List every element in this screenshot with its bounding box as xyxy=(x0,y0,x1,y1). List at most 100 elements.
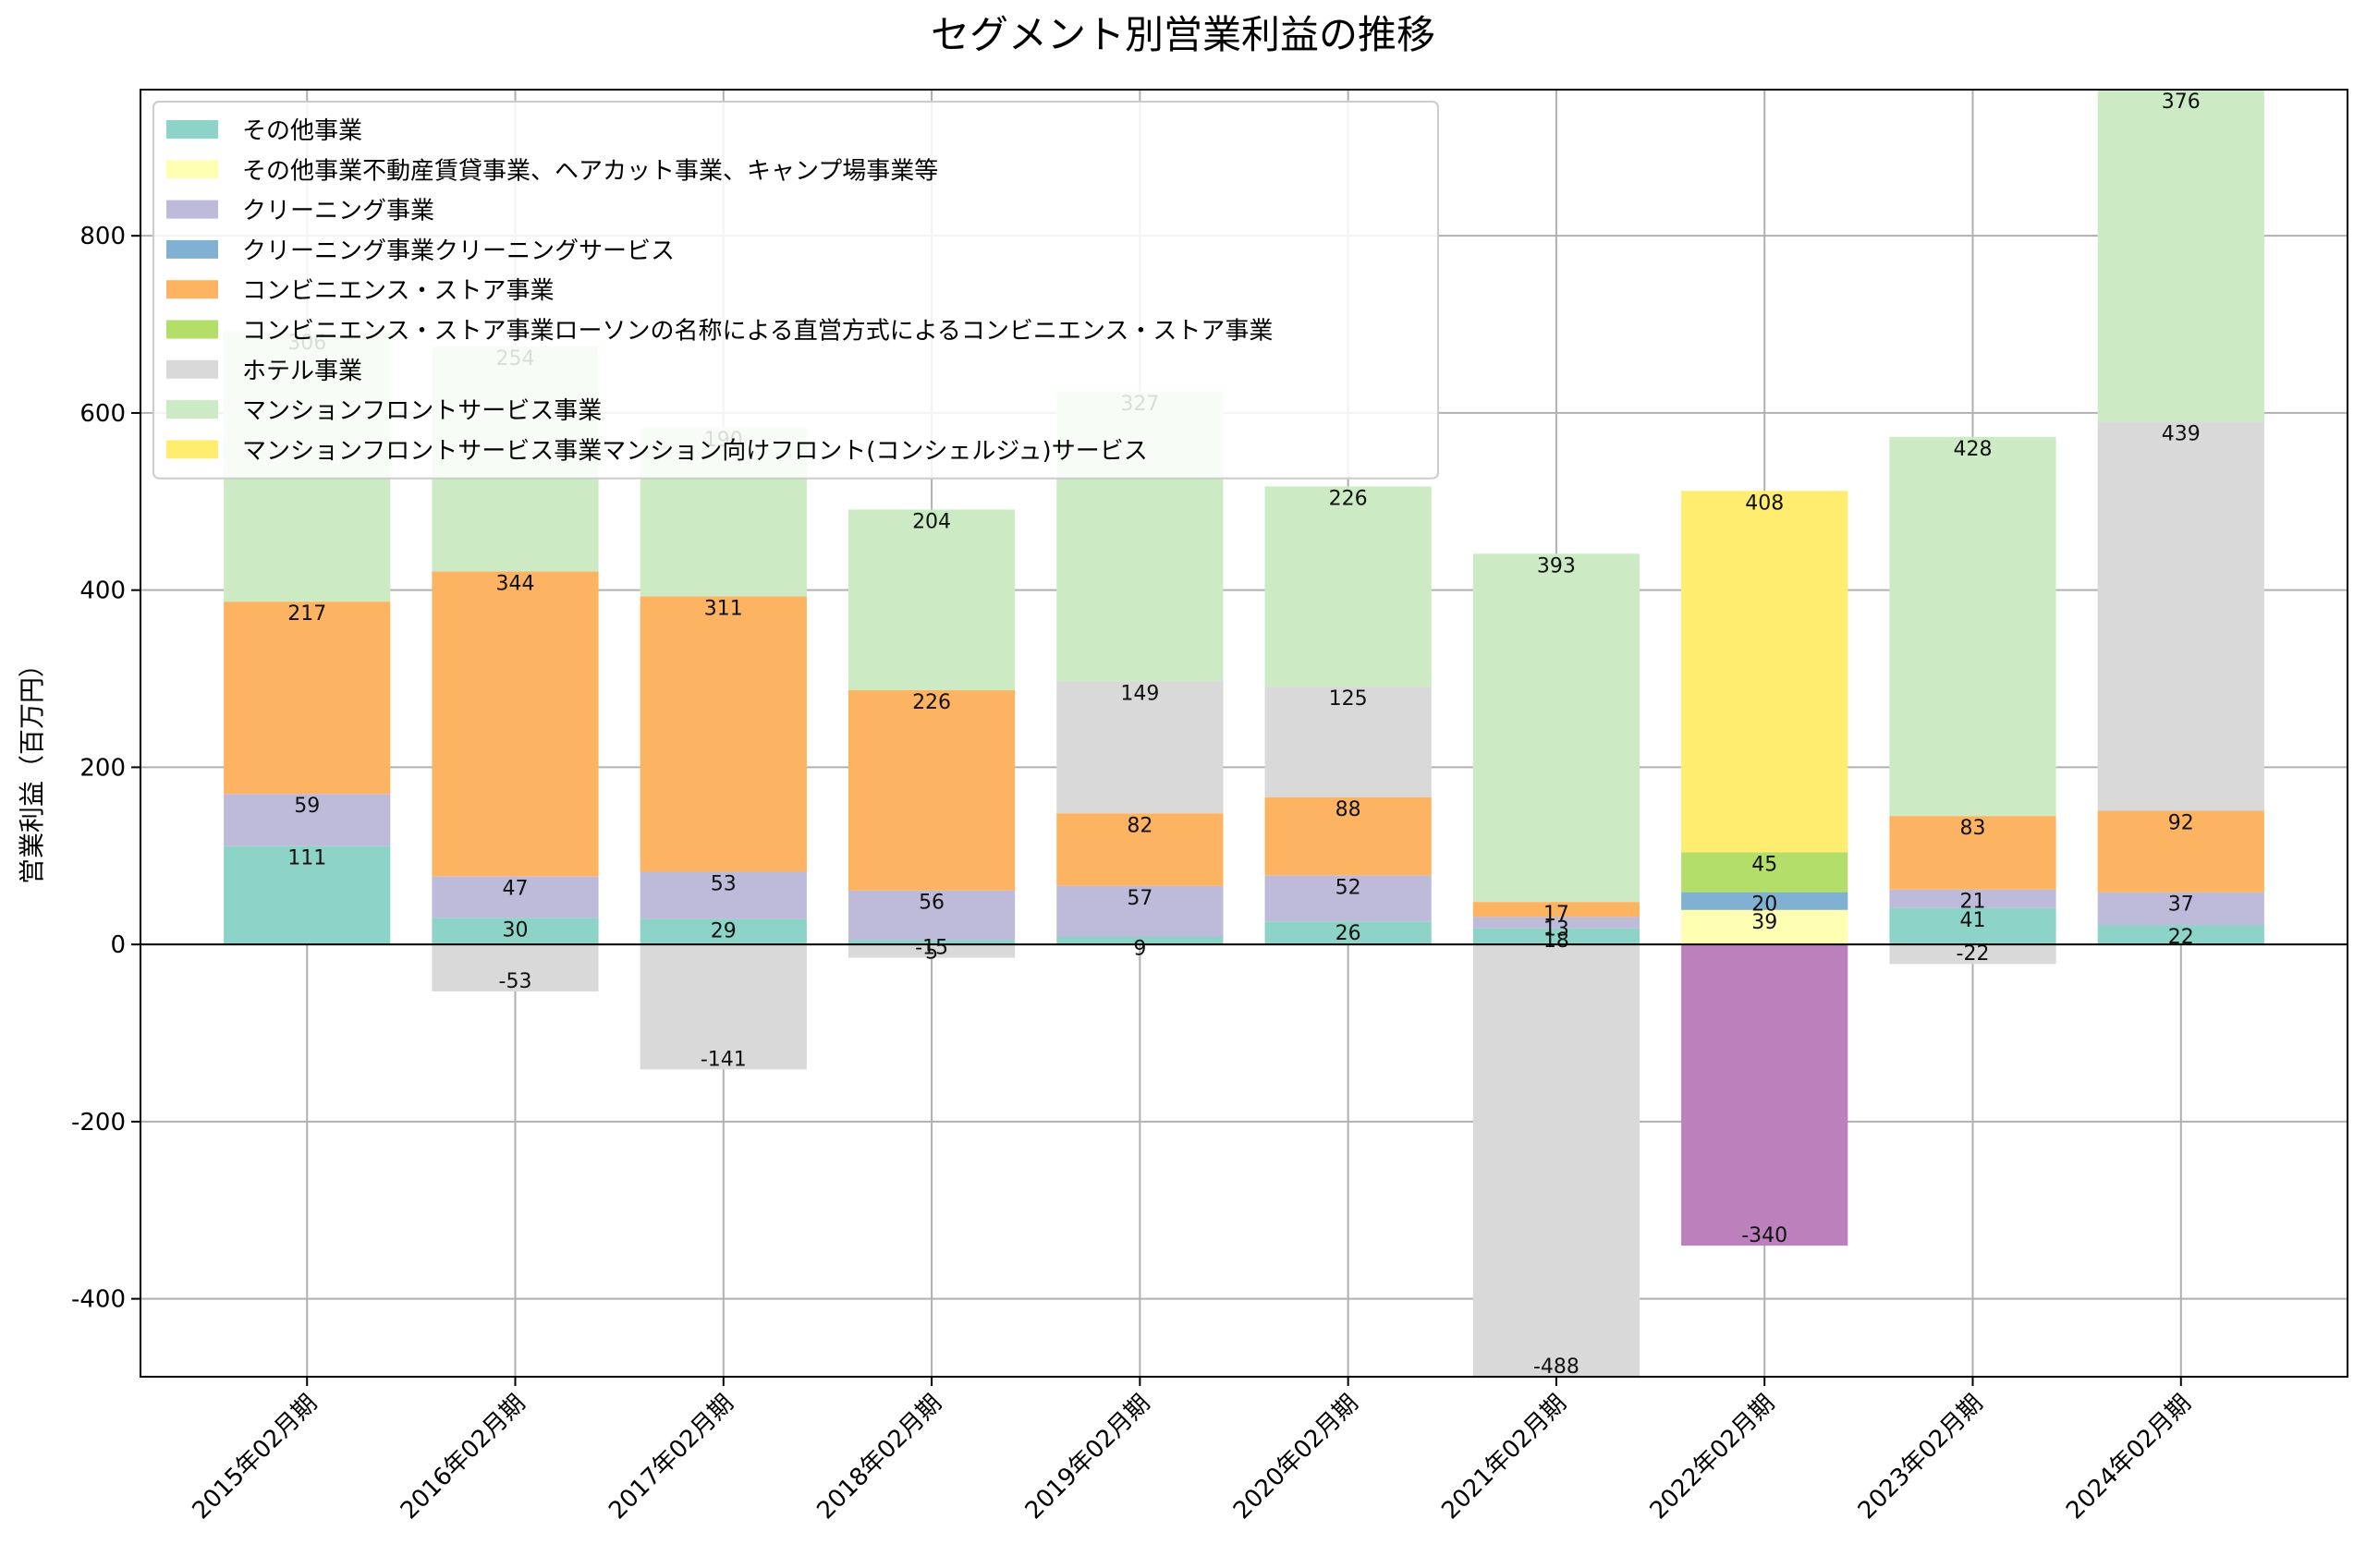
bar-segment xyxy=(1264,797,1432,876)
bar-segment xyxy=(2097,810,2264,893)
bar-segment xyxy=(1681,491,1848,853)
data-label: 149 xyxy=(1120,682,1159,705)
bar-segment xyxy=(432,571,599,877)
x-tick-label: 2019年02月期 xyxy=(1020,1390,1156,1525)
bar-segment xyxy=(1264,486,1432,687)
legend-entry: クリーニング事業クリーニングサービス xyxy=(242,237,675,265)
bar-segment xyxy=(224,794,391,846)
bar-segment xyxy=(640,944,807,1070)
bar-segment xyxy=(848,944,1016,958)
bar-segment xyxy=(224,845,391,945)
legend-swatch xyxy=(166,400,218,419)
data-label: 26 xyxy=(1335,922,1361,945)
data-labels: 111592173063047344-532542953311-14119055… xyxy=(287,91,2201,1379)
data-label: -15 xyxy=(915,937,948,960)
data-label: 17 xyxy=(1543,903,1569,926)
legend-entry: コンビニエンス・ストア事業ローソンの名称による直営方式によるコンビニエンス・スト… xyxy=(242,318,1273,346)
bar-segment xyxy=(1681,852,1848,893)
bar-segment xyxy=(640,918,807,945)
data-label: 22 xyxy=(2168,926,2194,949)
data-label: 9 xyxy=(1133,938,1146,961)
x-tick-label: 2016年02月期 xyxy=(396,1390,531,1525)
bar-segment xyxy=(224,602,391,795)
data-label: 82 xyxy=(1127,814,1153,837)
x-tick-label: 2022年02月期 xyxy=(1645,1390,1781,1525)
bar-segment xyxy=(432,876,599,918)
data-label: -22 xyxy=(1957,942,1990,966)
data-label: 20 xyxy=(1751,893,1777,917)
legend-entry: クリーニング事業 xyxy=(242,198,434,225)
data-label: 30 xyxy=(503,918,529,942)
bar-segment xyxy=(1056,681,1224,814)
bar-segment xyxy=(432,918,599,945)
bar-segment xyxy=(1889,907,2056,945)
x-tick-label: 2015年02月期 xyxy=(188,1390,323,1525)
data-label: 5 xyxy=(925,941,938,964)
bar-segment xyxy=(1472,553,1640,903)
data-label: 311 xyxy=(704,597,743,620)
y-tick-label: 800 xyxy=(79,223,126,250)
bar-segment xyxy=(1056,813,1224,886)
bar-segment xyxy=(640,596,807,872)
data-label: 56 xyxy=(919,892,945,915)
data-label: 13 xyxy=(1543,918,1569,941)
data-label: 18 xyxy=(1543,930,1569,953)
y-tick-label: -200 xyxy=(71,1109,126,1136)
data-label: 53 xyxy=(711,873,737,896)
bar-segment xyxy=(1889,816,2056,890)
bar-segment xyxy=(2097,892,2264,926)
legend-swatch xyxy=(166,120,218,139)
legend-swatch xyxy=(166,440,218,459)
data-label: 88 xyxy=(1335,798,1361,821)
data-label: 217 xyxy=(287,602,326,626)
y-axis-label: 営業利益（百万円） xyxy=(17,651,47,884)
bar-segment xyxy=(1472,902,1640,918)
data-label: 92 xyxy=(2168,811,2194,834)
legend-swatch xyxy=(166,280,218,299)
data-label: 21 xyxy=(1959,891,1985,914)
x-tick-label: 2017年02月期 xyxy=(604,1390,739,1525)
bar-segment xyxy=(1681,892,1848,910)
bar-segment xyxy=(1681,944,1848,1246)
legend-swatch xyxy=(166,160,218,179)
bar-segment xyxy=(1472,944,1640,1377)
bar-segment xyxy=(2097,421,2264,811)
data-label: 29 xyxy=(711,919,737,942)
plot-frame xyxy=(140,89,2348,1378)
chart-title: セグメント別営業利益の推移 xyxy=(931,12,1435,57)
x-tick-label: 2018年02月期 xyxy=(811,1390,947,1525)
bar-segment xyxy=(2097,925,2264,945)
data-label: 428 xyxy=(1953,438,1992,461)
legend-entry: ホテル事業 xyxy=(242,358,362,385)
legend-swatch xyxy=(166,200,218,219)
x-tick-label: 2024年02月期 xyxy=(2061,1390,2197,1525)
x-tick-label: 2020年02月期 xyxy=(1228,1390,1364,1525)
bar-segment xyxy=(848,940,1016,945)
bar-segment xyxy=(1264,921,1432,945)
data-label: -141 xyxy=(701,1048,747,1071)
legend-entry: その他事業 xyxy=(242,117,362,145)
data-label: 439 xyxy=(2162,423,2201,446)
bar-segment xyxy=(1472,928,1640,945)
data-label: 41 xyxy=(1959,909,1985,932)
y-tick-label: -400 xyxy=(71,1286,126,1314)
bar-segment xyxy=(848,890,1016,941)
bar-segment xyxy=(432,944,599,991)
data-label: 125 xyxy=(1329,687,1368,711)
legend-box xyxy=(152,101,1439,480)
bar-segment xyxy=(640,871,807,919)
data-label: 226 xyxy=(912,691,951,714)
bar-segment xyxy=(1264,875,1432,922)
bar-segment xyxy=(848,690,1016,891)
data-label: -488 xyxy=(1533,1355,1579,1379)
legend: その他事業その他事業不動産賃貸事業、ヘアカット事業、キャンプ場事業等クリーニング… xyxy=(152,101,1439,480)
legend-swatch xyxy=(166,320,218,339)
data-label: 204 xyxy=(912,510,951,533)
data-label: 226 xyxy=(1329,488,1368,511)
bar-segment xyxy=(1889,889,2056,908)
x-tick-label: 2023年02月期 xyxy=(1853,1390,1989,1525)
legend-entry: マンションフロントサービス事業 xyxy=(242,397,602,425)
y-tick-label: 0 xyxy=(110,931,126,959)
data-label: 83 xyxy=(1959,817,1985,840)
y-tick-label: 200 xyxy=(79,754,126,782)
